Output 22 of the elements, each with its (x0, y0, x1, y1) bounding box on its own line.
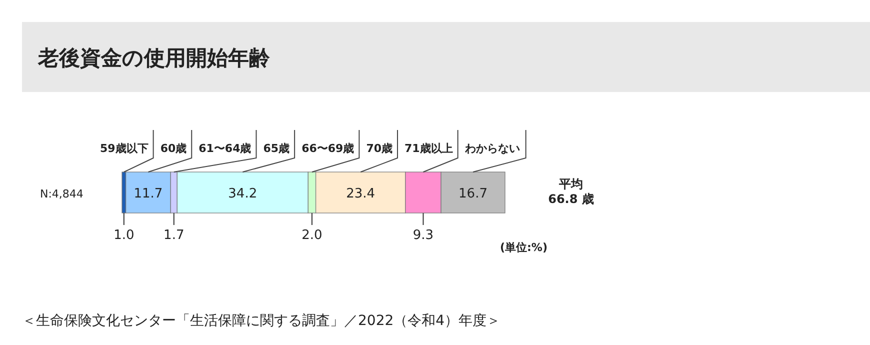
data-label: 9.3 (412, 228, 434, 243)
data-label: 1.7 (164, 228, 184, 243)
text: 66.8 歳 (548, 192, 594, 206)
data-label: 34.2 (228, 186, 258, 202)
text: 61〜64歳 (198, 142, 252, 155)
series-label: 71歳以上 (404, 142, 453, 155)
series-label: 60歳 (160, 142, 187, 155)
data-label: 1.0 (114, 228, 134, 243)
text: 59歳以下 (100, 142, 148, 155)
series-label: 70歳 (366, 142, 392, 155)
series-label: わからない (464, 142, 520, 155)
data-label: 11.7 (134, 186, 163, 202)
data-label: 2.0 (302, 228, 322, 243)
text: 平均 (558, 177, 583, 191)
data-label: 23.4 (346, 186, 376, 202)
text: ＜生命保険文化センター「生活保障に関する調査」／2022（令和4）年度＞ (22, 313, 501, 329)
text: (単位:%) (500, 241, 548, 254)
series-label: 65歳 (263, 142, 290, 155)
y-tick-label: N:4,844 (40, 188, 84, 200)
series-label: 66〜69歳 (302, 142, 354, 155)
chart-title: 老後資金の使用開始年齢 (37, 46, 271, 70)
data-label: 16.7 (458, 186, 488, 202)
